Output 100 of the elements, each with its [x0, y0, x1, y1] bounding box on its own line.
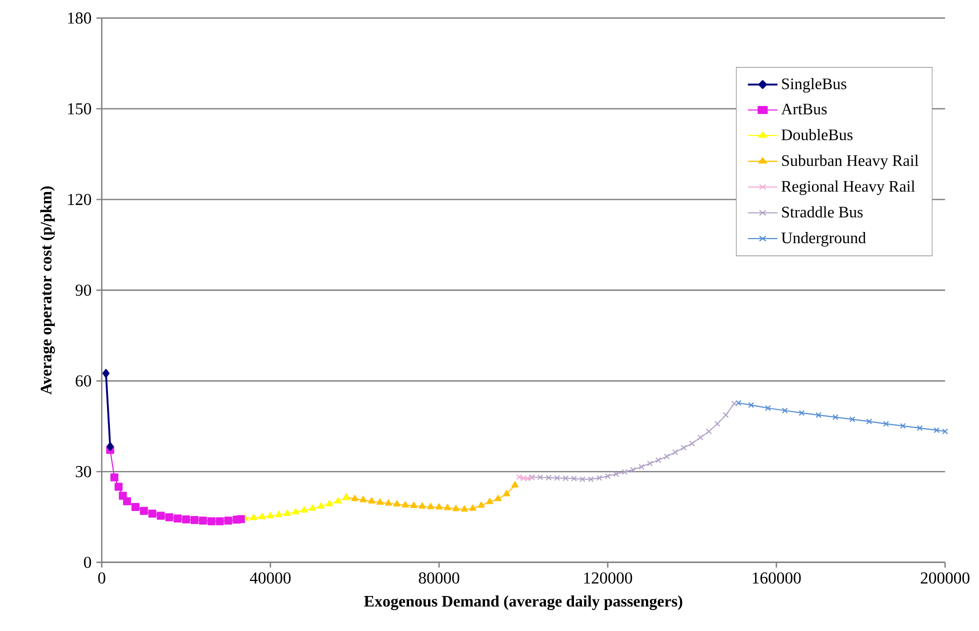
point [900, 422, 906, 429]
point [402, 501, 409, 508]
legend-label: Regional Heavy Rail [782, 180, 915, 196]
point [174, 514, 182, 522]
point [655, 457, 662, 464]
point [427, 502, 434, 510]
point [216, 517, 224, 526]
x-tick-label: 160000 [752, 572, 801, 584]
point [436, 503, 443, 510]
point [123, 497, 132, 506]
point [165, 513, 174, 522]
point [494, 494, 502, 502]
point [250, 514, 258, 520]
point [537, 474, 544, 480]
x-tick-label: 120000 [584, 572, 632, 584]
point [764, 405, 771, 412]
y-tick-label: 120 [68, 194, 92, 206]
point [317, 502, 325, 509]
point [722, 412, 729, 418]
point [748, 402, 754, 408]
point [410, 502, 418, 508]
point [588, 476, 594, 482]
point [579, 476, 586, 482]
point [571, 476, 577, 482]
x-axis-title: Exogenous Demand (average daily passengers) [364, 595, 682, 610]
point [503, 490, 510, 496]
point [596, 474, 602, 481]
legend-label: ArtBus [781, 104, 827, 114]
y-tick-label: 180 [68, 12, 92, 24]
point [148, 510, 156, 518]
point [516, 474, 522, 480]
point [511, 481, 519, 488]
y-tick-label: 30 [76, 466, 92, 478]
point [418, 502, 426, 509]
point [266, 512, 274, 518]
y-tick-label: 90 [76, 284, 92, 296]
point [735, 400, 742, 406]
y-tick-label: 150 [68, 103, 92, 114]
y-tick-label: 60 [76, 375, 92, 387]
point [351, 494, 358, 502]
point [866, 418, 872, 424]
point [832, 414, 838, 420]
point [680, 444, 687, 451]
point [452, 504, 460, 512]
point [140, 506, 148, 515]
point [360, 496, 367, 502]
point [849, 416, 856, 422]
point [236, 515, 245, 524]
x-tick-label: 40000 [250, 572, 291, 584]
legend-label: Straddle Bus [782, 206, 863, 218]
point [672, 449, 678, 456]
point [207, 517, 216, 526]
point [224, 516, 232, 525]
point [106, 442, 114, 451]
x-tick-label: 200000 [920, 572, 970, 584]
point [664, 454, 670, 460]
point [198, 516, 207, 525]
point [942, 428, 948, 434]
point [714, 420, 720, 427]
point [102, 368, 110, 378]
point [384, 499, 392, 506]
point [110, 473, 118, 482]
point [190, 516, 199, 524]
point [284, 510, 291, 516]
point [622, 468, 628, 475]
point [368, 497, 376, 504]
point [114, 482, 123, 491]
point [816, 412, 822, 418]
point [883, 420, 890, 427]
point [934, 427, 940, 434]
point [638, 464, 644, 470]
y-axis-title: Average operator cost (p/pkm) [40, 186, 55, 395]
point [604, 473, 611, 480]
point [182, 515, 190, 524]
point [326, 500, 333, 506]
point [698, 434, 704, 440]
y-tick-label: 0 [84, 556, 92, 568]
point [460, 505, 468, 512]
legend-label: Suburban Heavy Rail [782, 154, 918, 170]
point [782, 408, 788, 414]
point [292, 508, 300, 514]
point [546, 474, 552, 481]
point [478, 501, 485, 508]
legend-label: SingleBus [782, 78, 846, 93]
point [393, 500, 400, 507]
point [613, 471, 620, 478]
point [646, 460, 653, 466]
point [706, 428, 712, 434]
point [376, 498, 384, 505]
point [916, 425, 923, 432]
point [630, 466, 636, 473]
point [444, 504, 452, 510]
point [731, 400, 738, 407]
point [131, 502, 140, 511]
legend-label: Underground [781, 232, 866, 247]
point [258, 512, 266, 520]
legend-label: DoubleBus [782, 128, 852, 140]
x-tick-label: 0 [98, 572, 106, 584]
point [486, 498, 494, 504]
point [798, 410, 805, 416]
